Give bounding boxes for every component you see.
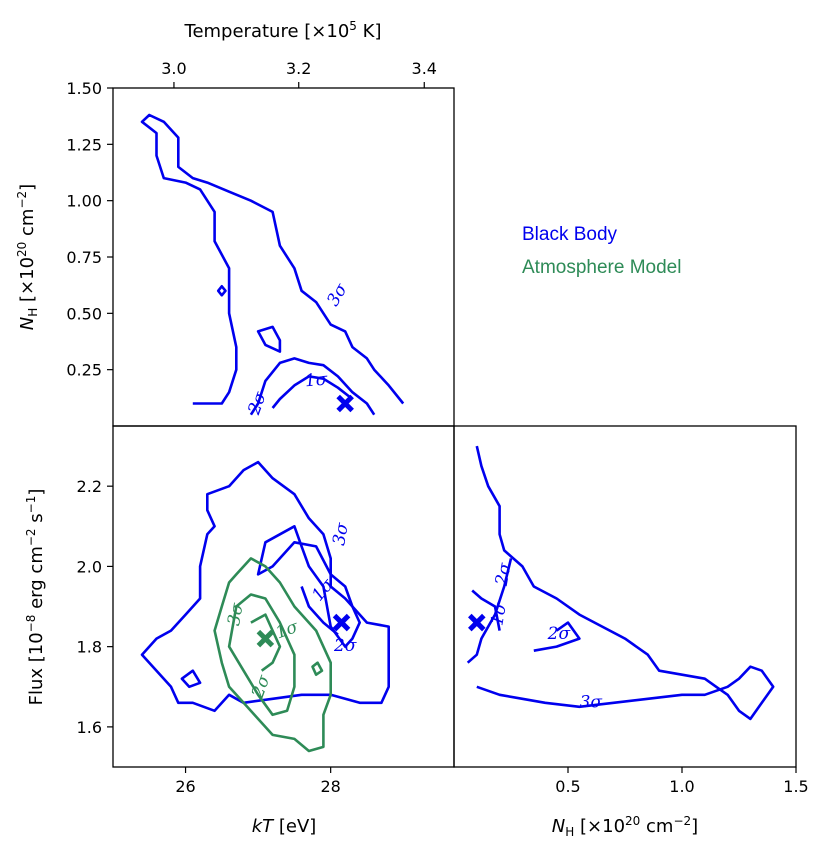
- y-tick-label: 1.6: [77, 718, 102, 737]
- contour-label: 1σ: [487, 601, 511, 627]
- panel-frame: [112, 87, 455, 427]
- x-tick-label: 1.0: [669, 777, 694, 796]
- contour-label: 2σ: [244, 389, 271, 418]
- y-tick: 1.6: [77, 718, 113, 737]
- y-tick: 0.75: [66, 248, 113, 267]
- y-tick-label: 0.75: [66, 248, 102, 267]
- y-tick-label: 0.50: [66, 304, 102, 323]
- y-tick: 0.50: [66, 304, 113, 323]
- top-x-tick-label: 3.2: [286, 59, 311, 78]
- y-tick: 1.8: [77, 638, 113, 657]
- y-tick: 1.50: [66, 79, 113, 98]
- contour-label: 1σ: [304, 369, 328, 391]
- contour-black_body-2σ: [249, 357, 376, 416]
- x-tick-label: 0.5: [555, 777, 580, 796]
- best-fit-marker-atmosphere: [256, 629, 275, 648]
- y-tick-label: 1.00: [66, 192, 102, 211]
- x-tick: 26: [175, 767, 196, 796]
- best-fit-marker-black_body: [336, 394, 354, 413]
- x-tick: 1.5: [783, 767, 809, 796]
- contour-atmosphere-1σ: [250, 613, 282, 672]
- panel-flux-vs-nh: 2σ 1σ 2σ 3σ 0.5 1.0 1.5: [453, 425, 809, 796]
- legend-black-body: Black Body: [522, 224, 618, 245]
- contour-label: 3σ: [580, 692, 603, 712]
- contour-label: 2σ: [547, 624, 571, 644]
- contour-black_body-2σ: [533, 621, 581, 652]
- y-tick: 1.25: [66, 135, 113, 154]
- x-tick-label: 26: [175, 777, 195, 796]
- top-x-tick: 3.0: [161, 59, 187, 88]
- contour-black_body-island: [216, 285, 227, 297]
- contour-black_body-3σ: [140, 113, 405, 405]
- y-tick-label: 0.25: [66, 361, 102, 380]
- x-tick: 0.5: [555, 767, 581, 796]
- y-tick-label: 1.50: [66, 79, 102, 98]
- contour-black_body-island: [180, 669, 202, 689]
- y-tick-label: 2.0: [77, 557, 102, 576]
- contour-label: 2σ: [248, 672, 275, 701]
- nh-x-axis-label: NH [×1020 cm−2]: [552, 814, 698, 839]
- contour-atmosphere-island: [311, 661, 324, 676]
- contour-black_body-1σ: [300, 586, 339, 636]
- y-tick-label: 2.2: [77, 477, 102, 496]
- x-tick: 1.0: [669, 767, 695, 796]
- contour-label: 2σ: [492, 561, 516, 588]
- x-tick-label: 1.5: [783, 777, 808, 796]
- contour-label: 1σ: [308, 575, 338, 605]
- top-x-tick: 3.2: [286, 59, 311, 88]
- y-tick: 0.25: [66, 361, 113, 380]
- contour-label: 3σ: [224, 601, 248, 627]
- best-fit-marker-black_body: [468, 613, 486, 632]
- top-axis-label: Temperature [×105 K]: [184, 19, 382, 42]
- panel-nh-vs-kt: 3σ 2σ 1σ 3.0 3.2 3.4 0.25 0.50 0.75 1.00 1.25 1.50: [66, 59, 455, 427]
- y-tick-label: 1.8: [77, 638, 102, 657]
- top-x-tick-label: 3.4: [412, 59, 437, 78]
- y-tick: 2.2: [77, 477, 113, 496]
- top-x-tick: 3.4: [412, 59, 437, 88]
- contour-black_body-1σ: [471, 589, 501, 631]
- panel-frame: [453, 425, 797, 768]
- contour-black_body-1σ: [271, 375, 354, 409]
- contour-label: 3σ: [323, 280, 352, 310]
- kt-x-axis-label: kT [eV]: [252, 816, 317, 837]
- contour-atmosphere-3σ: [213, 557, 332, 753]
- legend-atmosphere-model: Atmosphere Model: [522, 257, 681, 278]
- contour-label: 3σ: [329, 521, 353, 547]
- x-tick-label: 28: [320, 777, 340, 796]
- y-tick-label: 1.25: [66, 135, 102, 154]
- contour-black_body-2σ: [256, 525, 361, 648]
- best-fit-marker-black_body: [332, 613, 351, 632]
- panel-frame: [112, 425, 455, 768]
- y-tick: 1.00: [66, 192, 113, 211]
- flux-y-axis-label: Flux [10−8 erg cm−2 s−1]: [24, 489, 47, 706]
- contour-label: 2σ: [333, 636, 357, 656]
- y-tick: 2.0: [77, 557, 113, 576]
- contour-atmosphere-2σ: [227, 593, 296, 717]
- contour-black_body-island: [256, 325, 282, 353]
- contour-black_body-2σ: [466, 558, 513, 664]
- contour-black_body-3σ: [140, 460, 390, 713]
- contour-black_body-3σ: [475, 445, 775, 721]
- x-tick: 28: [320, 767, 341, 796]
- top-x-tick-label: 3.0: [161, 59, 186, 78]
- nh-y-axis-label: NH [×1020 cm−2]: [15, 184, 40, 330]
